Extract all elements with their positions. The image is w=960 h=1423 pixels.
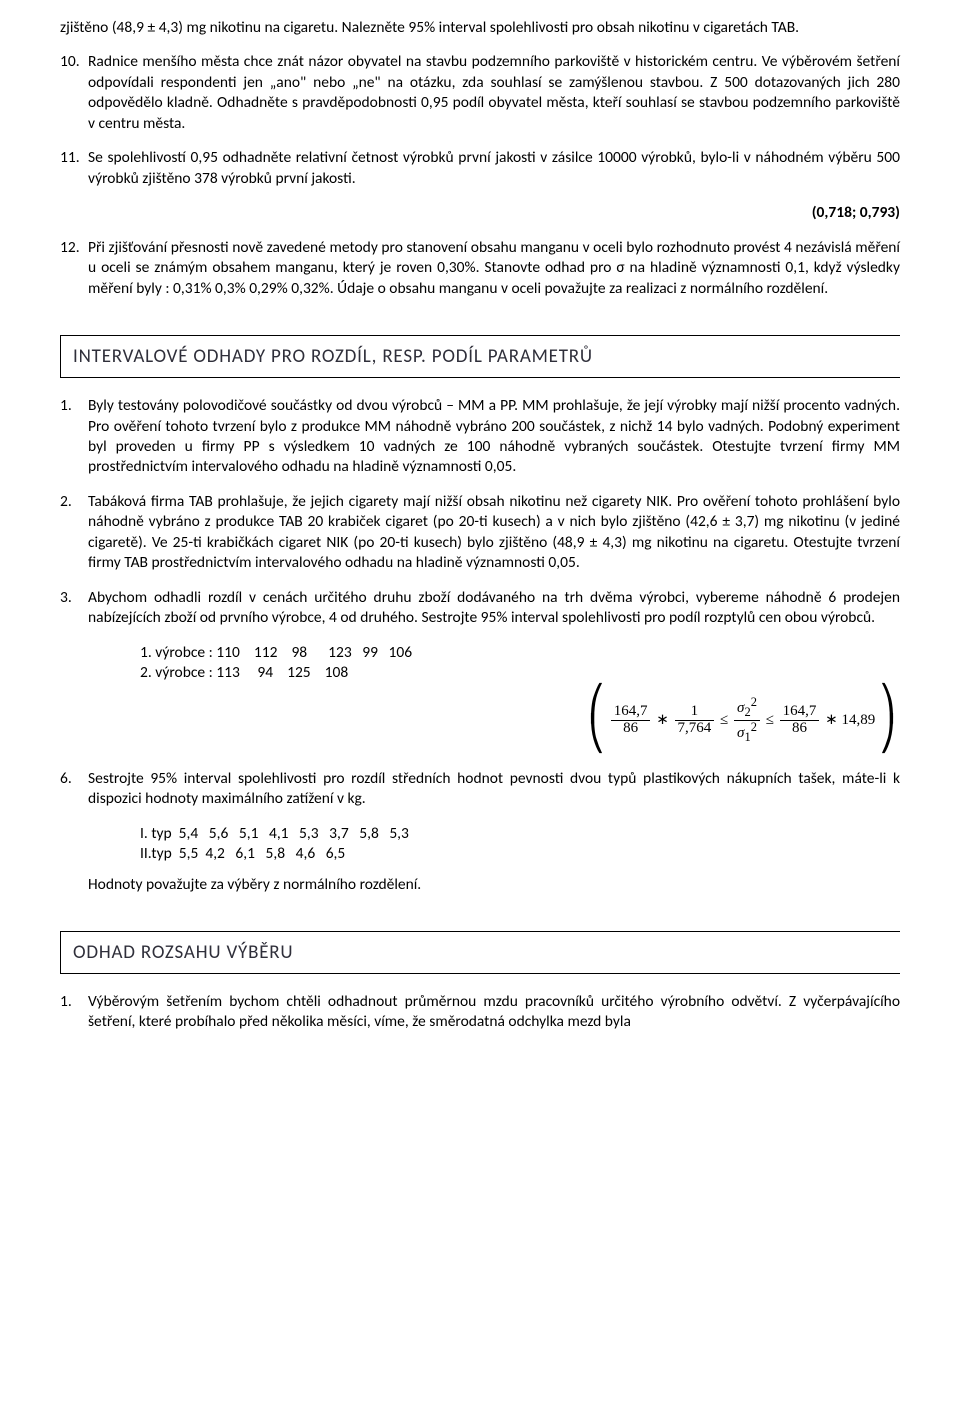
data-line-1: 1. výrobce : 110 112 98 123 99 106 <box>140 643 900 663</box>
op-star: ∗ <box>825 712 838 728</box>
frac-top: 164,7 <box>780 704 820 721</box>
frac-bot: σ12 <box>734 721 760 744</box>
op-le: ≤ <box>766 712 774 728</box>
item-number: 2. <box>60 492 88 574</box>
op-le: ≤ <box>720 712 728 728</box>
paren-right-icon: ⎞⎠ <box>879 690 896 751</box>
s1-item-6: 6. Sestrojte 95% interval spolehlivosti … <box>60 769 900 810</box>
paragraph-continuation: zjištěno (48,9 ± 4,3) mg nikotinu na cig… <box>60 18 900 38</box>
item-text: Výběrovým šetřením bychom chtěli odhadno… <box>88 992 900 1033</box>
s2-item-1: 1. Výběrovým šetřením bychom chtěli odha… <box>60 992 900 1033</box>
frac-bot: 86 <box>611 721 651 737</box>
list-item-10: 10. Radnice menšího města chce znát názo… <box>60 52 900 134</box>
data-block-producers: 1. výrobce : 110 112 98 123 99 106 2. vý… <box>140 643 900 684</box>
item-text: Se spolehlivostí 0,95 odhadněte relativn… <box>88 148 900 189</box>
item-number: 12. <box>60 238 88 299</box>
item-text: Radnice menšího města chce znát názor ob… <box>88 52 900 134</box>
item-number: 1. <box>60 396 88 478</box>
data-line-2: 2. výrobce : 113 94 125 108 <box>140 663 900 683</box>
paragraph-note: Hodnoty považujte za výběry z normálního… <box>88 875 900 895</box>
item-number: 10. <box>60 52 88 134</box>
frac-top: 164,7 <box>611 704 651 721</box>
frac-bot: 7,764 <box>675 721 715 737</box>
frac-bot: 86 <box>780 721 820 737</box>
data-line-1: I. typ 5,4 5,6 5,1 4,1 5,3 3,7 5,8 5,3 <box>140 824 900 844</box>
item-text: Sestrojte 95% interval spolehlivosti pro… <box>88 769 900 810</box>
op-star: ∗ <box>656 712 669 728</box>
item-number: 6. <box>60 769 88 810</box>
formula-interval: ⎛⎝ 164,786 ∗ 17,764 ≤ σ22 σ12 ≤ 164,786 … <box>60 690 900 751</box>
s1-item-3: 3. Abychom odhadli rozdíl v cenách určit… <box>60 588 900 629</box>
item-text: Tabáková firma TAB prohlašuje, že jejich… <box>88 492 900 574</box>
list-item-11: 11. Se spolehlivostí 0,95 odhadněte rela… <box>60 148 900 189</box>
s1-item-2: 2. Tabáková firma TAB prohlašuje, že jej… <box>60 492 900 574</box>
section-heading-1: INTERVALOVÉ ODHADY PRO ROZDÍL, RESP. POD… <box>60 335 900 378</box>
data-line-2: II.typ 5,5 4,2 6,1 5,8 4,6 6,5 <box>140 844 900 864</box>
frac-top: 1 <box>675 704 715 721</box>
list-item-12: 12. Při zjišťování přesnosti nově zavede… <box>60 238 900 299</box>
item-text: Při zjišťování přesnosti nově zavedené m… <box>88 238 900 299</box>
item-text: Abychom odhadli rozdíl v cenách určitého… <box>88 588 900 629</box>
item-number: 1. <box>60 992 88 1033</box>
frac-top: σ22 <box>734 696 760 720</box>
result-11: (0,718; 0,793) <box>60 203 900 223</box>
s1-item-1: 1. Byly testovány polovodičové součástky… <box>60 396 900 478</box>
section-heading-2: ODHAD ROZSAHU VÝBĚRU <box>60 931 900 974</box>
data-block-types: I. typ 5,4 5,6 5,1 4,1 5,3 3,7 5,8 5,3 I… <box>140 824 900 865</box>
formula-tail: 14,89 <box>842 712 876 728</box>
item-number: 3. <box>60 588 88 629</box>
paren-left-icon: ⎛⎝ <box>588 690 605 751</box>
item-text: Byly testovány polovodičové součástky od… <box>88 396 900 478</box>
item-number: 11. <box>60 148 88 189</box>
